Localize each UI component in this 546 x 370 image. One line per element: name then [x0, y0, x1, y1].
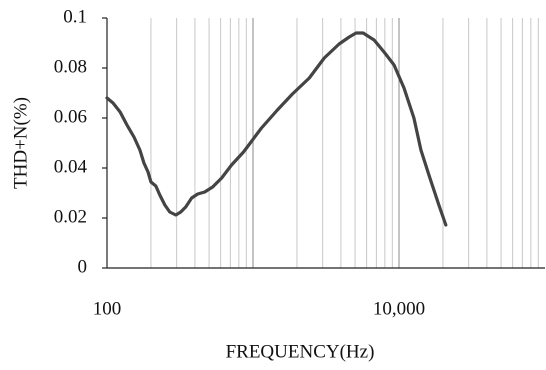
y-axis-label: THD+N(%)	[10, 97, 31, 189]
x-axis-label: FREQUENCY(Hz)	[226, 341, 375, 362]
y-tick-label: 0.1	[63, 6, 87, 27]
data-line	[105, 31, 448, 227]
x-tick-label: 100	[93, 298, 122, 319]
x-tick-label: 10,000	[373, 298, 425, 319]
y-tick-label: 0	[78, 256, 88, 277]
y-tick-label: 0.02	[54, 206, 87, 227]
y-tick-label: 0.08	[54, 56, 87, 77]
y-tick-label: 0.06	[54, 106, 87, 127]
y-tick-label: 0.04	[54, 156, 88, 177]
